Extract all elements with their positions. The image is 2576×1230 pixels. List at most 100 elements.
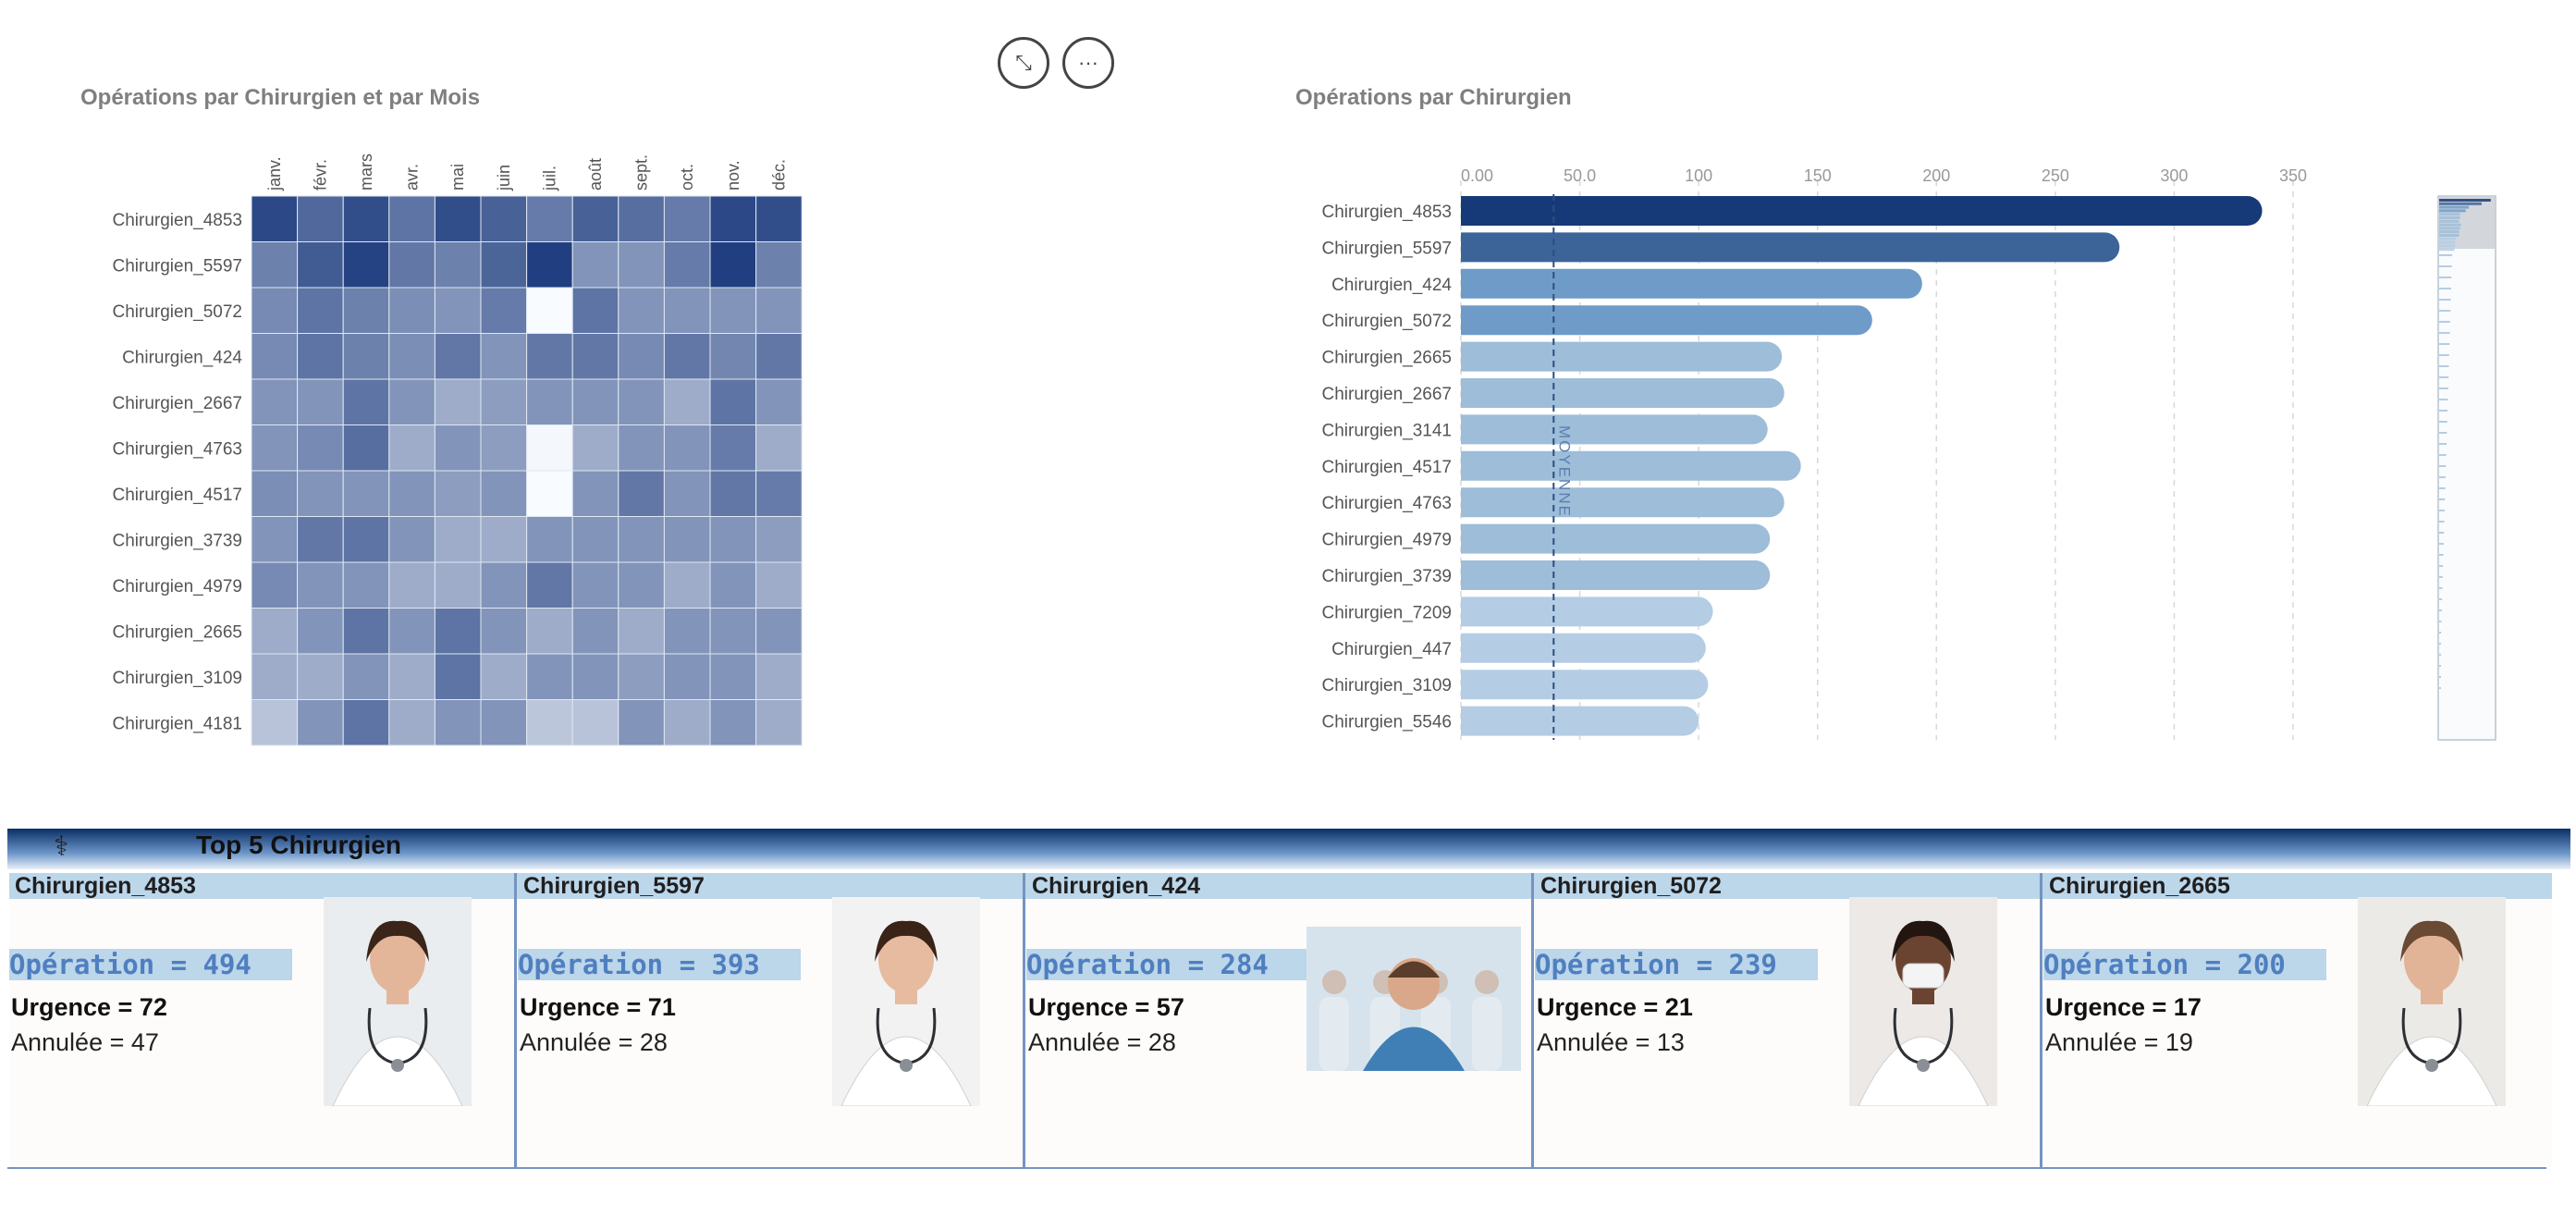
heatmap-cell[interactable] bbox=[251, 516, 299, 563]
heatmap-cell[interactable] bbox=[388, 195, 435, 242]
bar[interactable] bbox=[1461, 706, 1699, 736]
heatmap-cell[interactable] bbox=[297, 241, 344, 289]
heatmap-cell[interactable] bbox=[434, 470, 482, 517]
heatmap-cell[interactable] bbox=[571, 608, 619, 655]
heatmap-cell[interactable] bbox=[618, 333, 665, 380]
expand-button[interactable]: ⤡ bbox=[998, 37, 1049, 89]
heatmap-cell[interactable] bbox=[342, 653, 390, 700]
heatmap-cell[interactable] bbox=[755, 424, 803, 472]
heatmap-cell[interactable] bbox=[251, 561, 299, 609]
heatmap-cell[interactable] bbox=[388, 699, 435, 746]
heatmap-cell[interactable] bbox=[709, 608, 757, 655]
heatmap-cell[interactable] bbox=[388, 561, 435, 609]
heatmap-cell[interactable] bbox=[709, 516, 757, 563]
heatmap-cell[interactable] bbox=[618, 561, 665, 609]
heatmap-cell[interactable] bbox=[618, 287, 665, 334]
heatmap-cell[interactable] bbox=[434, 333, 482, 380]
heatmap-cell[interactable] bbox=[755, 470, 803, 517]
heatmap-cell[interactable] bbox=[663, 333, 711, 380]
heatmap-cell[interactable] bbox=[526, 608, 573, 655]
heatmap-cell[interactable] bbox=[480, 195, 528, 242]
heatmap-cell[interactable] bbox=[663, 561, 711, 609]
heatmap-cell[interactable] bbox=[388, 378, 435, 425]
heatmap-cell[interactable] bbox=[618, 653, 665, 700]
heatmap-cell[interactable] bbox=[480, 470, 528, 517]
heatmap-cell[interactable] bbox=[388, 241, 435, 289]
heatmap-cell[interactable] bbox=[618, 424, 665, 472]
heatmap-cell[interactable] bbox=[618, 378, 665, 425]
heatmap-cell[interactable] bbox=[755, 195, 803, 242]
heatmap-cell[interactable] bbox=[571, 470, 619, 517]
heatmap-cell[interactable] bbox=[480, 608, 528, 655]
heatmap-cell[interactable] bbox=[709, 424, 757, 472]
heatmap-cell[interactable] bbox=[388, 608, 435, 655]
surgeon-card[interactable]: Chirurgien_4853 Opération = 494 Urgence = … bbox=[9, 873, 518, 1167]
surgeon-card[interactable]: Chirurgien_2665 Opération = 200 Urgence = … bbox=[2043, 873, 2552, 1167]
heatmap-cell[interactable] bbox=[251, 470, 299, 517]
heatmap-cell[interactable] bbox=[755, 333, 803, 380]
heatmap-cell[interactable] bbox=[251, 653, 299, 700]
heatmap-cell[interactable] bbox=[297, 378, 344, 425]
bar[interactable] bbox=[1461, 560, 1771, 590]
heatmap-cell[interactable] bbox=[480, 699, 528, 746]
heatmap-cell[interactable] bbox=[342, 241, 390, 289]
bar[interactable] bbox=[1461, 487, 1785, 518]
heatmap-cell[interactable] bbox=[709, 561, 757, 609]
heatmap-cell[interactable] bbox=[663, 699, 711, 746]
heatmap-cell[interactable] bbox=[755, 516, 803, 563]
heatmap-cell[interactable] bbox=[342, 378, 390, 425]
heatmap-cell[interactable] bbox=[251, 195, 299, 242]
heatmap-cell[interactable] bbox=[342, 699, 390, 746]
heatmap-cell[interactable] bbox=[526, 378, 573, 425]
heatmap-cell[interactable] bbox=[709, 287, 757, 334]
heatmap-cell[interactable] bbox=[618, 699, 665, 746]
heatmap-cell[interactable] bbox=[297, 699, 344, 746]
heatmap-cell[interactable] bbox=[709, 241, 757, 289]
heatmap-cell[interactable] bbox=[434, 608, 482, 655]
heatmap-cell[interactable] bbox=[434, 516, 482, 563]
heatmap-cell[interactable] bbox=[571, 287, 619, 334]
heatmap-cell[interactable] bbox=[526, 241, 573, 289]
heatmap-cell[interactable] bbox=[663, 378, 711, 425]
heatmap-cell[interactable] bbox=[755, 241, 803, 289]
heatmap-cell[interactable] bbox=[571, 424, 619, 472]
heatmap-cell[interactable] bbox=[571, 241, 619, 289]
heatmap-cell[interactable] bbox=[251, 378, 299, 425]
heatmap-cell[interactable] bbox=[526, 653, 573, 700]
heatmap-cell[interactable] bbox=[755, 287, 803, 334]
more-options-button[interactable]: ··· bbox=[1062, 37, 1114, 89]
heatmap-cell[interactable] bbox=[297, 516, 344, 563]
surgeon-card[interactable]: Chirurgien_5072 Opération = 239 Urgence = … bbox=[1535, 873, 2043, 1167]
heatmap-cell[interactable] bbox=[251, 333, 299, 380]
heatmap-cell[interactable] bbox=[526, 333, 573, 380]
heatmap-cell[interactable] bbox=[342, 195, 390, 242]
heatmap-cell[interactable] bbox=[480, 241, 528, 289]
heatmap-cell[interactable] bbox=[618, 470, 665, 517]
heatmap-cell[interactable] bbox=[755, 561, 803, 609]
heatmap-cell[interactable] bbox=[571, 561, 619, 609]
heatmap-cell[interactable] bbox=[434, 195, 482, 242]
scrollbar-overview[interactable] bbox=[2437, 195, 2496, 741]
heatmap-cell[interactable] bbox=[434, 561, 482, 609]
heatmap-cell[interactable] bbox=[755, 378, 803, 425]
heatmap-chart[interactable]: janv. févr. mars avr. mai juin juil. août sept. o… bbox=[0, 139, 832, 749]
bar[interactable] bbox=[1461, 670, 1709, 700]
heatmap-cell[interactable] bbox=[251, 287, 299, 334]
heatmap-cell[interactable] bbox=[571, 378, 619, 425]
heatmap-cell[interactable] bbox=[618, 195, 665, 242]
heatmap-cell[interactable] bbox=[571, 699, 619, 746]
heatmap-cell[interactable] bbox=[709, 195, 757, 242]
heatmap-cell[interactable] bbox=[342, 470, 390, 517]
heatmap-cell[interactable] bbox=[526, 470, 573, 517]
bar[interactable] bbox=[1461, 633, 1706, 663]
heatmap-cell[interactable] bbox=[663, 241, 711, 289]
heatmap-cell[interactable] bbox=[663, 608, 711, 655]
heatmap-cell[interactable] bbox=[434, 378, 482, 425]
heatmap-cell[interactable] bbox=[388, 333, 435, 380]
heatmap-cell[interactable] bbox=[663, 424, 711, 472]
bar[interactable] bbox=[1461, 305, 1872, 336]
heatmap-cell[interactable] bbox=[709, 333, 757, 380]
heatmap-cell[interactable] bbox=[251, 241, 299, 289]
heatmap-cell[interactable] bbox=[297, 333, 344, 380]
bar-chart[interactable]: 0.00 50.0 100 150 200 250 300 350 Chirurgien_485… bbox=[1276, 162, 2506, 749]
